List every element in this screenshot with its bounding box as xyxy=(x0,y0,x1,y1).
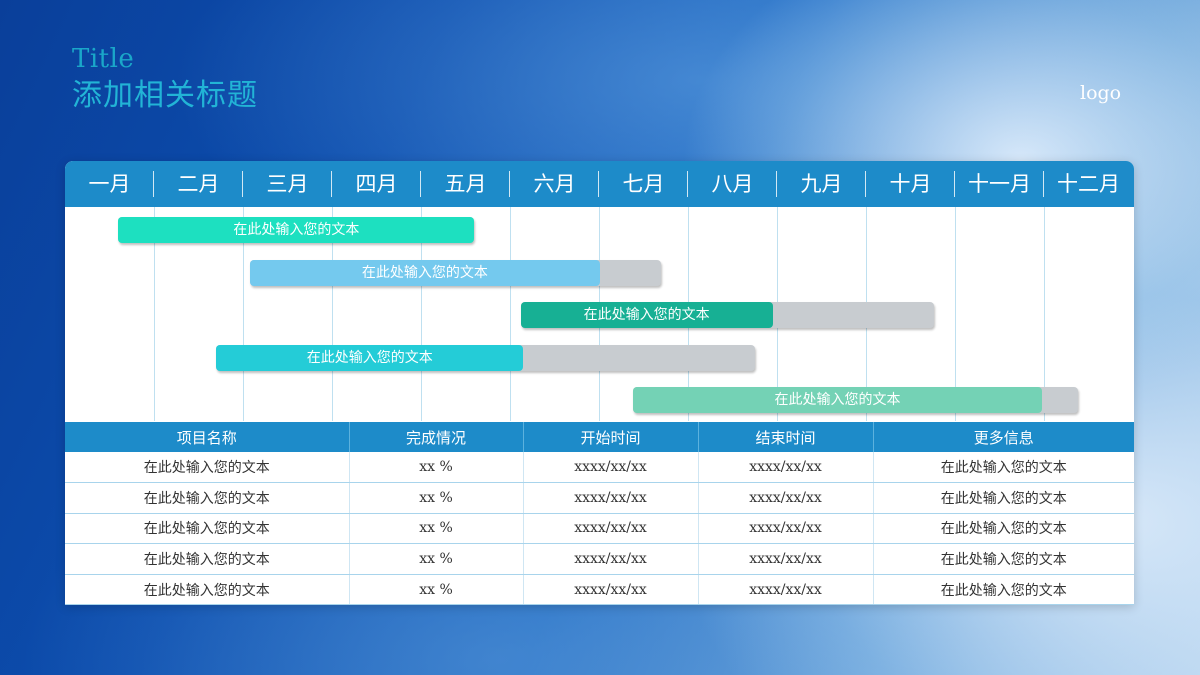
table-cell: xx % xyxy=(349,543,524,575)
table-cell: xxxx/xx/xx xyxy=(698,574,874,605)
project-table: 项目名称 完成情况 开始时间 结束时间 更多信息 在此处输入您的文本 xx % … xyxy=(65,422,1134,605)
gantt-chart-area: 在此处输入您的文本 在此处输入您的文本 在此处输入您的文本 在此处输入您的文本 在此处输… xyxy=(65,207,1134,421)
gantt-task-progress xyxy=(520,302,773,328)
table-row: 在此处输入您的文本 xx % xxxx/xx/xx xxxx/xx/xx 在此处… xyxy=(65,574,1134,605)
month-header: 一月 二月 三月 四月 五月 六月 七月 八月 九月 十月 十一月 十二月 xyxy=(65,161,1134,207)
month-label: 九月 xyxy=(777,161,866,207)
month-label: 四月 xyxy=(332,161,421,207)
gantt-task-label: 在此处输入您的文本 xyxy=(233,222,360,238)
column-header: 开始时间 xyxy=(523,422,699,452)
gantt-task-progress xyxy=(216,344,524,371)
table-cell: 在此处输入您的文本 xyxy=(65,482,350,514)
month-label: 十二月 xyxy=(1057,172,1120,196)
gantt-task-bar: 在此处输入您的文本 xyxy=(250,259,662,286)
table-cell: xxxx/xx/xx xyxy=(698,482,874,514)
table-cell: 在此处输入您的文本 xyxy=(65,543,350,575)
table-row: 在此处输入您的文本 xx % xxxx/xx/xx xxxx/xx/xx 在此处… xyxy=(65,513,1134,545)
month-label: 三月 xyxy=(243,161,332,207)
gantt-task-progress xyxy=(632,387,1043,413)
table-cell: 在此处输入您的文本 xyxy=(65,574,350,605)
table-cell: 在此处输入您的文本 xyxy=(873,513,1134,545)
gantt-task-label: 在此处输入您的文本 xyxy=(361,264,488,281)
table-header-row: 项目名称 完成情况 开始时间 结束时间 更多信息 xyxy=(65,422,1134,452)
month-gridline xyxy=(421,207,422,421)
table-cell: xxxx/xx/xx xyxy=(523,452,699,484)
table-cell: 在此处输入您的文本 xyxy=(873,482,1134,514)
table-cell: 在此处输入您的文本 xyxy=(873,452,1134,484)
column-header: 更多信息 xyxy=(873,422,1134,452)
gantt-task-bar: 在此处输入您的文本 xyxy=(520,302,934,328)
month-label: 八月 xyxy=(688,161,777,207)
month-gridline xyxy=(332,207,333,421)
month-label: 一月 xyxy=(65,161,154,207)
month-label: 五月 xyxy=(421,161,510,207)
column-header: 结束时间 xyxy=(698,422,874,452)
gantt-task-bar: 在此处输入您的文本 xyxy=(216,344,755,371)
column-header: 项目名称 xyxy=(65,422,350,452)
gantt-task-label: 在此处输入您的文本 xyxy=(774,392,901,408)
table-cell: 在此处输入您的文本 xyxy=(873,574,1134,605)
title-english: Title xyxy=(72,44,135,74)
table-row: 在此处输入您的文本 xx % xxxx/xx/xx xxxx/xx/xx 在此处… xyxy=(65,482,1134,514)
table-cell: xx % xyxy=(349,452,524,484)
table-cell: xxxx/xx/xx xyxy=(698,543,874,575)
table-cell: xxxx/xx/xx xyxy=(523,543,699,575)
table-cell: xxxx/xx/xx xyxy=(523,482,699,514)
month-label: 七月 xyxy=(599,161,688,207)
table-cell: xxxx/xx/xx xyxy=(523,574,699,605)
column-header: 完成情况 xyxy=(349,422,524,452)
gantt-task-progress xyxy=(250,259,600,286)
month-gridline xyxy=(1044,207,1045,421)
month-label: 二月 xyxy=(154,161,243,207)
table-cell: xx % xyxy=(349,482,524,514)
gantt-task-label: 在此处输入您的文本 xyxy=(583,307,710,323)
table-cell: 在此处输入您的文本 xyxy=(873,543,1134,575)
table-cell: xxxx/xx/xx xyxy=(698,513,874,545)
page-title: 添加相关标题 xyxy=(72,78,258,113)
table-cell: xx % xyxy=(349,513,524,545)
gantt-task-bar: 在此处输入您的文本 xyxy=(118,217,475,243)
gantt-task-label: 在此处输入您的文本 xyxy=(306,349,433,366)
month-gridline xyxy=(154,207,155,421)
gantt-task-progress xyxy=(118,217,475,243)
table-cell: 在此处输入您的文本 xyxy=(65,513,350,545)
table-cell: xxxx/xx/xx xyxy=(523,513,699,545)
month-label: 六月 xyxy=(510,161,599,207)
month-label: 十一月 xyxy=(955,161,1044,207)
table-row: 在此处输入您的文本 xx % xxxx/xx/xx xxxx/xx/xx 在此处… xyxy=(65,543,1134,575)
logo: logo xyxy=(1080,82,1122,104)
month-gridline xyxy=(510,207,511,421)
month-gridline xyxy=(955,207,956,421)
month-gridline xyxy=(243,207,244,421)
table-cell: xx % xyxy=(349,574,524,605)
table-cell: xxxx/xx/xx xyxy=(698,452,874,484)
gantt-task-bar: 在此处输入您的文本 xyxy=(632,387,1078,413)
month-label: 十月 xyxy=(866,161,955,207)
gantt-panel: 一月 二月 三月 四月 五月 六月 七月 八月 九月 十月 十一月 十二月 在此处输入您的文本 在此处输… xyxy=(65,161,1134,605)
table-row: 在此处输入您的文本 xx % xxxx/xx/xx xxxx/xx/xx 在此处… xyxy=(65,452,1134,484)
table-cell: 在此处输入您的文本 xyxy=(65,452,350,484)
